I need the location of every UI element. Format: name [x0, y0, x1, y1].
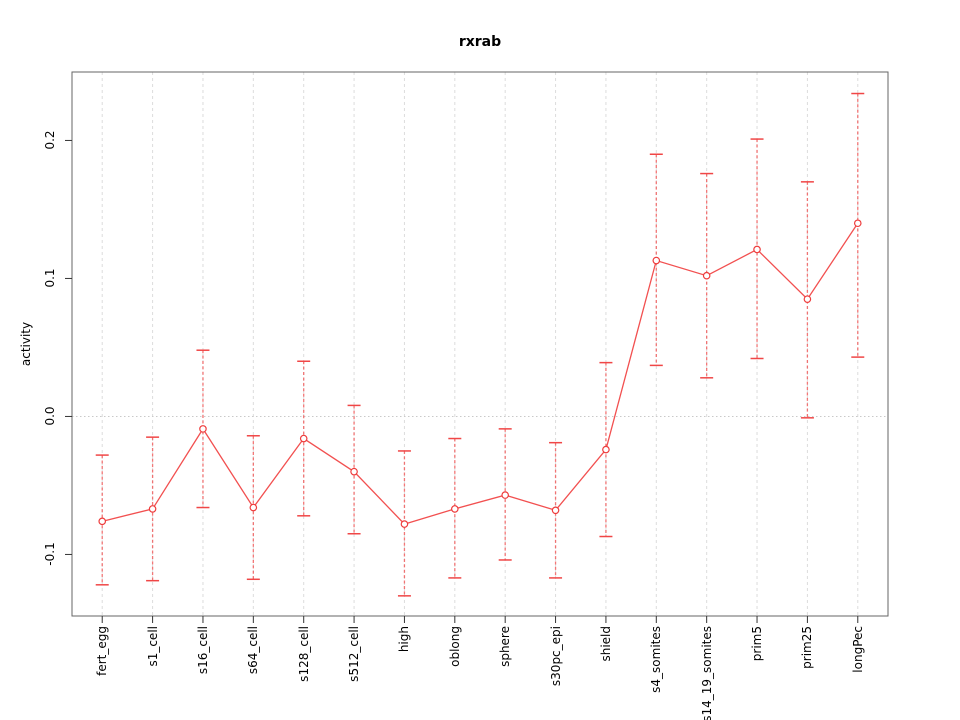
plot-frame: [71, 71, 889, 617]
x-tick-label: s4_somites: [649, 626, 664, 693]
data-point-marker: [702, 271, 711, 280]
data-point-marker: [199, 425, 207, 433]
data-point-marker: [400, 520, 409, 528]
data-point-marker: [451, 505, 459, 513]
x-tick-label: sphere: [498, 626, 513, 667]
y-tick-label: 0.1: [43, 268, 57, 288]
data-point-marker: [753, 245, 761, 254]
x-tick-label: s64_cell: [246, 626, 261, 675]
y-tick-label: 0.0: [43, 406, 57, 426]
x-tick-label: high: [397, 626, 412, 653]
y-tick-label: 0.2: [43, 130, 57, 150]
data-point-marker: [299, 434, 308, 443]
data-point-marker: [551, 506, 560, 515]
x-tick-label: s16_cell: [195, 626, 210, 675]
data-point-marker: [249, 503, 258, 512]
x-tick-label: s1_cell: [145, 626, 160, 667]
y-tick-label: -0.1: [43, 542, 57, 567]
x-tick-label: longPec: [850, 626, 865, 673]
x-tick-label: s30pc_epi: [548, 626, 563, 687]
data-point-marker: [602, 445, 610, 454]
x-tick-label: s128_cell: [296, 626, 311, 682]
x-tick-label: s14_19_somites: [699, 626, 714, 720]
x-tick-label: oblong: [447, 626, 462, 667]
data-point-marker: [148, 505, 157, 513]
data-point-marker: [98, 517, 107, 526]
data-point-marker: [350, 467, 358, 476]
data-point-marker: [652, 256, 661, 265]
x-tick-label: prim5: [750, 626, 765, 662]
data-point-marker: [501, 491, 509, 499]
x-tick-label: s512_cell: [347, 626, 362, 682]
data-point-marker: [853, 219, 862, 228]
chart-title: rxrab: [458, 34, 502, 50]
x-tick-label: fert_egg: [95, 626, 110, 676]
x-tick-label: prim25: [800, 626, 815, 669]
data-point-marker: [803, 295, 812, 303]
series-line: [102, 222, 859, 525]
x-tick-label: shield: [598, 626, 613, 662]
